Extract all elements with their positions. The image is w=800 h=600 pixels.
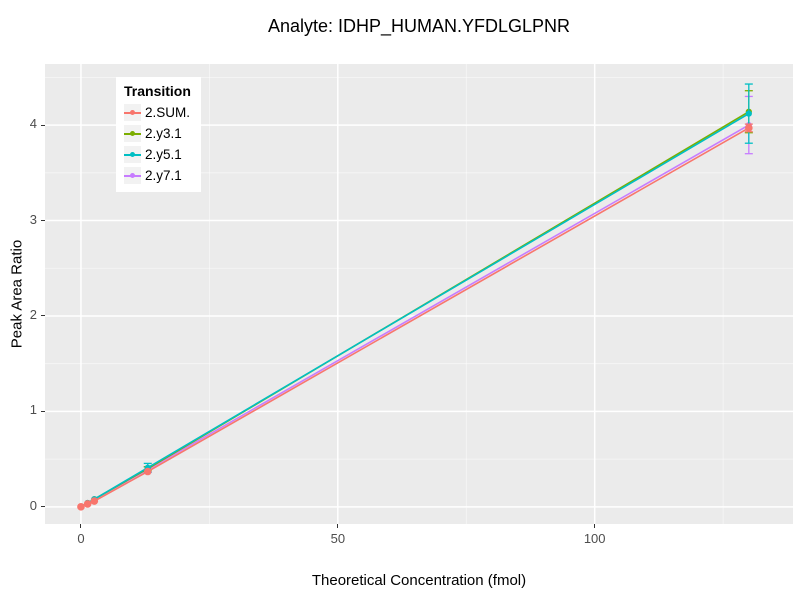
legend-item-label: 2.y5.1	[145, 147, 182, 162]
y-tick-label: 2	[29, 306, 37, 322]
y-tick-label: 3	[29, 211, 37, 227]
y-tick-label: 1	[29, 402, 37, 418]
legend-dot-glyph	[130, 152, 135, 157]
legend-dot-glyph	[130, 110, 135, 115]
legend-dot-glyph	[130, 173, 135, 178]
data-point	[143, 467, 152, 476]
legend-items: 2.SUM. 2.y3.1 2.y5.1 2.y7.1	[124, 102, 191, 186]
x-tick-mark	[337, 524, 339, 528]
y-tick-mark	[41, 410, 45, 412]
data-point	[745, 124, 753, 132]
x-tick-label: 0	[77, 531, 85, 546]
data-point	[90, 497, 99, 505]
legend-key-swatch	[124, 125, 141, 142]
legend-title: Transition	[124, 83, 191, 99]
legend-key-swatch	[124, 146, 141, 163]
y-tick-mark	[41, 124, 45, 126]
y-tick-mark	[41, 220, 45, 221]
legend-item: 2.y7.1	[124, 165, 191, 186]
y-tick-mark	[41, 506, 45, 508]
data-point	[745, 110, 752, 117]
x-tick-label: 50	[330, 531, 346, 546]
x-tick-mark	[80, 524, 82, 528]
legend-item: 2.y5.1	[124, 144, 191, 165]
data-point	[83, 500, 92, 508]
legend-key-swatch	[124, 167, 141, 184]
y-axis-title: Peak Area Ratio	[8, 239, 26, 349]
x-axis-title: Theoretical Concentration (fmol)	[311, 572, 527, 589]
legend-item-label: 2.y3.1	[145, 126, 182, 141]
legend-item-label: 2.SUM.	[145, 105, 191, 120]
y-tick-label: 0	[29, 497, 37, 513]
x-tick-label: 100	[583, 531, 606, 546]
legend-item: 2.y3.1	[124, 123, 191, 144]
plot-svg	[45, 64, 793, 524]
legend-box: Transition 2.SUM. 2.y3.1 2.y5.1 2.y7.1	[116, 77, 201, 192]
legend-item-label: 2.y7.1	[145, 168, 182, 183]
legend-item: 2.SUM.	[124, 102, 191, 123]
data-point	[77, 503, 85, 511]
y-tick-mark	[41, 315, 45, 317]
y-tick-label: 4	[29, 116, 37, 132]
legend-dot-glyph	[130, 131, 135, 136]
legend-key-swatch	[124, 104, 141, 121]
x-tick-mark	[594, 524, 596, 528]
chart-title: Analyte: IDHP_HUMAN.YFDLGLPNR	[267, 16, 571, 36]
